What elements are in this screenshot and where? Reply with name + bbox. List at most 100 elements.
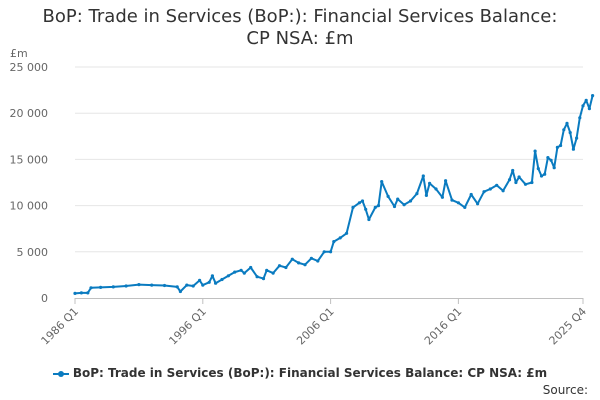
data-point[interactable] bbox=[392, 204, 397, 209]
data-point[interactable] bbox=[568, 131, 572, 135]
data-point[interactable] bbox=[207, 280, 211, 284]
data-point[interactable] bbox=[99, 285, 103, 289]
data-point[interactable] bbox=[255, 275, 259, 279]
data-point[interactable] bbox=[297, 261, 301, 265]
data-point[interactable] bbox=[428, 181, 432, 185]
data-point[interactable] bbox=[559, 143, 563, 148]
data-point[interactable] bbox=[517, 175, 521, 179]
data-point[interactable] bbox=[191, 284, 195, 288]
data-point[interactable] bbox=[309, 256, 313, 260]
data-point[interactable] bbox=[591, 94, 595, 98]
data-point[interactable] bbox=[351, 205, 355, 209]
data-point[interactable] bbox=[440, 195, 444, 199]
data-point[interactable] bbox=[546, 156, 550, 160]
data-point[interactable] bbox=[511, 168, 515, 173]
data-point[interactable] bbox=[434, 187, 438, 191]
data-point[interactable] bbox=[415, 192, 419, 196]
data-point[interactable] bbox=[514, 180, 518, 185]
data-point[interactable] bbox=[530, 180, 534, 185]
data-point[interactable] bbox=[303, 263, 307, 267]
data-point[interactable] bbox=[450, 198, 454, 202]
legend[interactable]: BoP: Trade in Services (BoP:): Financial… bbox=[0, 366, 600, 380]
data-point[interactable] bbox=[239, 268, 243, 272]
data-point[interactable] bbox=[73, 291, 77, 295]
data-point[interactable] bbox=[402, 203, 406, 207]
data-point[interactable] bbox=[150, 283, 154, 287]
data-point[interactable] bbox=[185, 283, 189, 287]
data-point[interactable] bbox=[220, 277, 224, 282]
data-point[interactable] bbox=[562, 128, 566, 132]
data-point[interactable] bbox=[265, 268, 269, 272]
data-point[interactable] bbox=[463, 205, 467, 209]
data-point[interactable] bbox=[488, 187, 492, 191]
data-point[interactable] bbox=[456, 201, 460, 205]
legend-swatch-icon bbox=[52, 369, 69, 379]
x-tick-label: 2006 Q1 bbox=[294, 305, 337, 348]
data-point[interactable] bbox=[345, 231, 349, 235]
data-point[interactable] bbox=[380, 180, 384, 184]
data-point[interactable] bbox=[482, 190, 486, 194]
data-point[interactable] bbox=[210, 274, 214, 278]
data-point[interactable] bbox=[536, 167, 540, 171]
data-point[interactable] bbox=[578, 116, 582, 120]
data-point[interactable] bbox=[271, 271, 275, 275]
data-point[interactable] bbox=[201, 283, 205, 287]
data-point[interactable] bbox=[364, 207, 368, 211]
data-point[interactable] bbox=[233, 270, 237, 274]
data-point[interactable] bbox=[408, 199, 413, 203]
data-point[interactable] bbox=[86, 291, 90, 295]
data-point[interactable] bbox=[124, 284, 128, 288]
data-point[interactable] bbox=[565, 121, 569, 125]
data-point[interactable] bbox=[495, 183, 499, 187]
data-point[interactable] bbox=[137, 283, 141, 287]
data-point[interactable] bbox=[89, 286, 93, 290]
data-point[interactable] bbox=[284, 265, 288, 270]
data-point[interactable] bbox=[249, 265, 253, 270]
data-point[interactable] bbox=[198, 278, 202, 282]
data-point[interactable] bbox=[178, 289, 182, 294]
data-point[interactable] bbox=[549, 158, 553, 162]
data-point[interactable] bbox=[316, 259, 320, 263]
data-point[interactable] bbox=[584, 98, 588, 102]
data-point[interactable] bbox=[476, 202, 480, 206]
data-point[interactable] bbox=[242, 271, 246, 275]
data-point[interactable] bbox=[543, 172, 547, 176]
data-point[interactable] bbox=[111, 285, 115, 289]
data-point[interactable] bbox=[332, 240, 336, 244]
data-point[interactable] bbox=[376, 204, 381, 208]
data-point[interactable] bbox=[581, 104, 585, 108]
data-point[interactable] bbox=[507, 178, 512, 182]
data-point[interactable] bbox=[575, 136, 579, 140]
data-point[interactable] bbox=[533, 149, 537, 153]
data-point[interactable] bbox=[571, 147, 576, 151]
data-point[interactable] bbox=[396, 197, 400, 201]
data-point[interactable] bbox=[261, 277, 266, 281]
data-point[interactable] bbox=[162, 283, 167, 288]
data-point[interactable] bbox=[357, 201, 361, 205]
data-point[interactable] bbox=[539, 174, 544, 178]
data-point[interactable] bbox=[226, 274, 230, 278]
data-point[interactable] bbox=[523, 182, 528, 186]
data-point[interactable] bbox=[555, 145, 560, 149]
data-point[interactable] bbox=[322, 250, 326, 254]
data-point[interactable] bbox=[501, 189, 505, 193]
data-point[interactable] bbox=[214, 281, 218, 285]
data-point[interactable] bbox=[79, 291, 83, 295]
data-point[interactable] bbox=[424, 193, 428, 197]
data-point[interactable] bbox=[386, 194, 390, 198]
source-label: Source: bbox=[542, 383, 588, 397]
data-point[interactable] bbox=[329, 250, 333, 254]
data-point[interactable] bbox=[552, 166, 556, 170]
data-point[interactable] bbox=[373, 205, 377, 209]
data-point[interactable] bbox=[587, 107, 592, 111]
data-point[interactable] bbox=[360, 199, 365, 203]
data-point[interactable] bbox=[175, 285, 179, 289]
data-point[interactable] bbox=[338, 236, 342, 240]
y-tick-label: 0 bbox=[41, 292, 48, 305]
data-point[interactable] bbox=[444, 179, 448, 183]
data-point[interactable] bbox=[277, 264, 282, 268]
data-point[interactable] bbox=[421, 174, 425, 178]
data-point[interactable] bbox=[290, 257, 294, 261]
data-point[interactable] bbox=[367, 217, 371, 222]
data-point[interactable] bbox=[469, 192, 473, 197]
